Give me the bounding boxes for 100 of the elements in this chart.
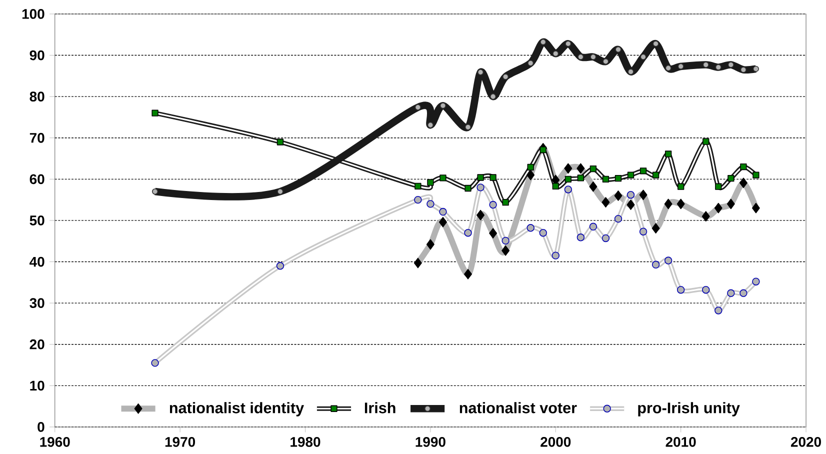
point: [414, 104, 421, 110]
point: [640, 54, 646, 60]
point: [527, 164, 534, 171]
y-tick-label: 60: [30, 174, 44, 184]
point: [577, 174, 584, 182]
point: [576, 234, 585, 242]
point: [614, 175, 622, 182]
x-tick-label: 1970: [165, 437, 196, 447]
point: [152, 188, 158, 195]
point: [528, 60, 534, 66]
point: [627, 172, 634, 178]
legend-label: nationalist identity: [170, 402, 304, 416]
point: [664, 256, 672, 264]
point: [277, 188, 284, 195]
y-tick-label: 0: [38, 422, 44, 432]
point: [276, 138, 284, 146]
y-tick-label: 50: [30, 216, 44, 226]
point: [552, 182, 559, 190]
x-tick-label: 1990: [416, 437, 446, 447]
point: [564, 176, 572, 183]
point: [464, 229, 472, 237]
point: [728, 62, 734, 68]
point: [414, 182, 422, 190]
point: [602, 58, 609, 65]
point: [540, 146, 546, 154]
point: [752, 66, 760, 72]
point: [728, 175, 734, 182]
legend-label: pro-Irish unity: [638, 402, 740, 416]
y-tick-label: 90: [30, 50, 44, 60]
point: [440, 102, 446, 109]
x-tick-label: 2020: [790, 437, 821, 447]
point: [540, 39, 546, 46]
point: [464, 124, 472, 130]
point: [702, 138, 710, 145]
point: [539, 229, 547, 237]
y-tick-label: 100: [22, 9, 44, 19]
point: [676, 286, 685, 294]
point: [426, 200, 434, 208]
y-tick-label: 20: [30, 339, 44, 350]
point: [476, 184, 484, 192]
point: [151, 359, 159, 367]
point: [602, 176, 610, 183]
point: [590, 54, 596, 60]
x-tick-label: 2010: [666, 437, 696, 447]
point: [614, 214, 622, 223]
point: [427, 179, 434, 186]
point: [439, 208, 447, 216]
point: [702, 286, 710, 294]
point: [664, 150, 672, 158]
point: [740, 163, 747, 170]
legend-label: nationalist voter: [460, 402, 577, 414]
point: [502, 74, 509, 80]
point: [489, 200, 497, 209]
legend-label: Irish: [364, 402, 396, 414]
y-tick-label: 30: [30, 298, 44, 308]
point: [477, 174, 484, 181]
point: [665, 65, 672, 72]
x-tick-label: 2000: [540, 437, 571, 447]
point: [615, 46, 622, 53]
point: [678, 183, 684, 190]
point: [752, 172, 760, 178]
point: [652, 172, 660, 178]
point: [414, 196, 422, 204]
point: [678, 63, 684, 70]
point: [552, 252, 560, 260]
point: [152, 110, 158, 116]
x-tick-label: 1960: [40, 437, 70, 447]
point: [490, 94, 496, 100]
point: [715, 64, 722, 70]
point: [715, 183, 722, 190]
point: [652, 260, 660, 269]
point: [589, 222, 598, 231]
point: [590, 166, 597, 172]
point: [427, 122, 434, 128]
point: [628, 68, 634, 75]
point: [727, 289, 735, 298]
point: [639, 228, 648, 236]
point: [464, 184, 472, 192]
point: [552, 50, 559, 57]
point: [714, 306, 722, 314]
point: [578, 54, 584, 60]
y-tick-label: 10: [30, 380, 44, 391]
point: [640, 168, 647, 174]
point: [502, 236, 510, 245]
point: [564, 186, 572, 194]
y-tick-label: 70: [30, 132, 44, 143]
point: [626, 191, 635, 199]
x-tick-label: 1980: [290, 437, 320, 447]
point: [602, 234, 610, 242]
point: [702, 62, 709, 68]
point: [740, 66, 746, 73]
point: [740, 289, 748, 298]
point: [276, 262, 284, 270]
point: [752, 278, 760, 286]
point: [477, 69, 484, 76]
point: [565, 40, 572, 47]
point: [490, 174, 496, 181]
point: [440, 174, 446, 182]
y-tick-label: 40: [30, 256, 44, 267]
point: [502, 199, 509, 206]
